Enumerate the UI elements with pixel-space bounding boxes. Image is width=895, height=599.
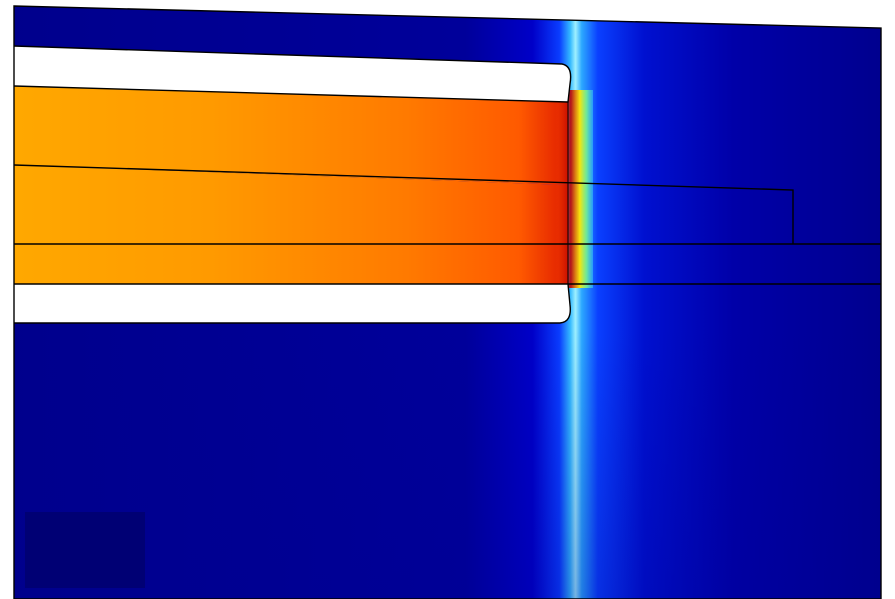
region-lower-void bbox=[14, 284, 571, 323]
region-interface-glow bbox=[553, 90, 593, 288]
region-hot-core-upper bbox=[14, 86, 568, 185]
region-inset-block bbox=[25, 512, 145, 588]
boundary-lines bbox=[13, 5, 882, 599]
boundary-lower-void bbox=[14, 283, 571, 324]
boundary-domain bbox=[13, 5, 882, 599]
boundary-slanted-layer bbox=[13, 164, 794, 244]
region-hot-core-middle bbox=[14, 165, 568, 244]
region-hot-core-lower bbox=[14, 244, 568, 284]
boundary-upper-void bbox=[13, 45, 572, 103]
